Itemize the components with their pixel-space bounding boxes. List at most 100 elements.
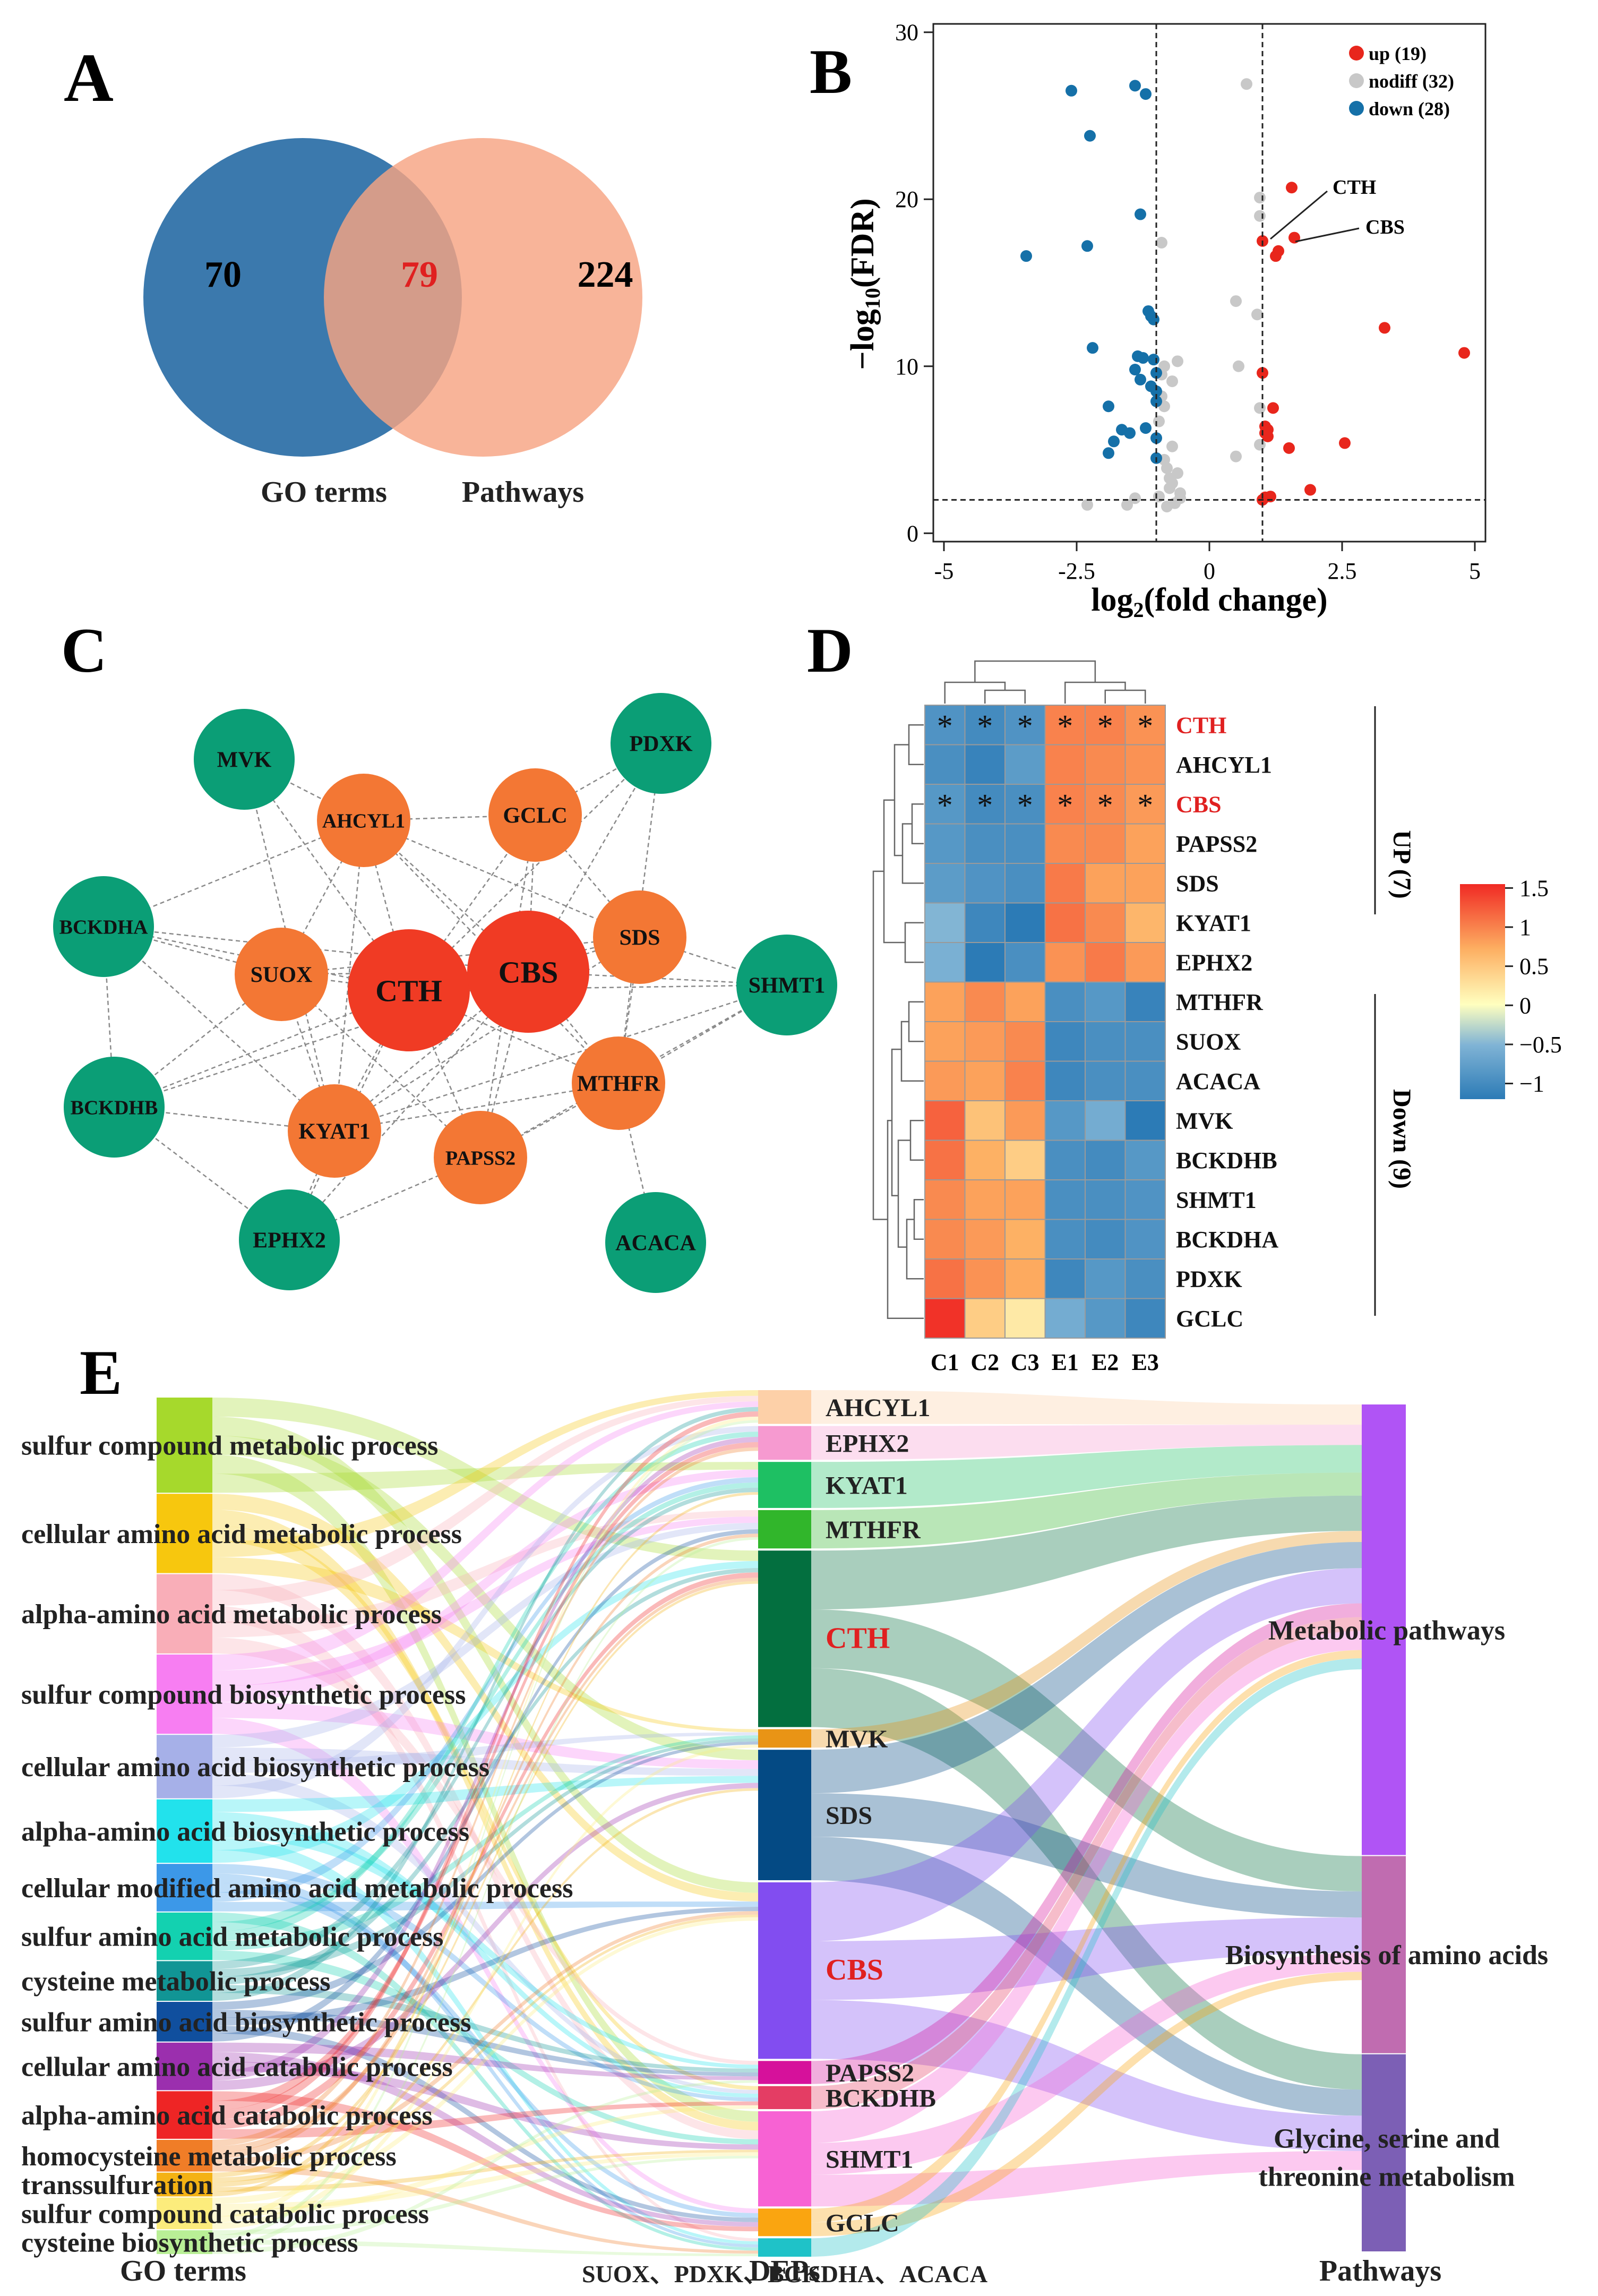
- heatmap-cell: [1085, 981, 1126, 1022]
- sankey-pathway-node: [1362, 1856, 1406, 2053]
- sankey-go-label: alpha-amino acid metabolic process: [21, 1599, 442, 1630]
- sankey-flow: [212, 2105, 758, 2217]
- sankey-dep-label: SDS: [826, 1802, 872, 1830]
- network-edge: [334, 1082, 619, 1132]
- sankey-flow: [212, 1864, 758, 2102]
- network-node-gclc: [488, 768, 582, 862]
- heatmap-cell: [964, 1140, 1006, 1180]
- sankey-flow: [811, 1972, 1362, 2237]
- sankey-flow: [811, 1603, 1362, 2084]
- venn-right-label: Pathways: [462, 476, 584, 509]
- significance-star: *: [977, 787, 993, 823]
- heatmap-cell: [1004, 902, 1046, 943]
- heatmap-cell: [1124, 1021, 1166, 1062]
- sankey-flow: [811, 1531, 1362, 1748]
- network-node-label: BCKDHA: [59, 916, 148, 938]
- heatmap-cell: [1004, 1021, 1046, 1062]
- row-dendrogram-branch: [887, 1120, 924, 1319]
- sankey-flow: [811, 2151, 1362, 2207]
- heatmap-cell: [1044, 1219, 1086, 1260]
- sankey-dep-node: [758, 2208, 811, 2237]
- sankey-flow: [212, 1462, 758, 1493]
- heatmap-cell: [924, 1021, 966, 1062]
- heatmap-cell: [1124, 1298, 1166, 1339]
- sankey-pathway-label: threonine metabolism: [1259, 2162, 1515, 2192]
- sankey-go-label: alpha-amino acid biosynthetic process: [21, 1817, 469, 1847]
- sankey-flow: [212, 1702, 758, 1769]
- network-node-suox: [235, 928, 328, 1021]
- sankey-go-label: cysteine metabolic process: [21, 1967, 330, 1997]
- sankey-axis-deps: DEPs: [749, 2255, 820, 2288]
- heatmap-cell: [1085, 823, 1126, 864]
- heatmap-dendrograms: [872, 660, 1146, 1319]
- volcano-point: [1148, 313, 1159, 325]
- sankey-flow: [212, 2155, 758, 2235]
- column-dendrogram-branch: [1104, 689, 1146, 704]
- network-node-label: SDS: [619, 926, 660, 950]
- network-node-label: CBS: [499, 955, 559, 989]
- heatmap-cell: [1085, 784, 1126, 825]
- volcano-thresholds: [933, 24, 1485, 542]
- network-edge: [334, 984, 787, 1132]
- heatmap-cell: [924, 942, 966, 983]
- sankey-flow: [811, 1425, 1362, 1460]
- sankey-go-node: [157, 2042, 212, 2091]
- heatmap-legend-ticks: 1.5 1 0.5 0 −0.5 −1: [1505, 875, 1562, 1097]
- panel-a: A 70 79 224 GO terms Pathways: [64, 40, 642, 509]
- network-edge: [114, 971, 529, 1108]
- sankey-dep-label: MVK: [826, 1725, 888, 1753]
- legend-down-dot: [1349, 101, 1364, 116]
- sankey-flow: [212, 1432, 758, 1941]
- heatmap-cell: [924, 784, 966, 825]
- sankey-dep-label: CTH: [826, 1622, 890, 1655]
- column-dendrogram-branch: [944, 681, 1006, 704]
- panel-label-a: A: [64, 40, 114, 116]
- sankey-flow: [212, 1718, 758, 2213]
- sankey-go-label: cellular modified amino acid metabolic p…: [21, 1873, 573, 1904]
- heatmap-cell: [1085, 1060, 1126, 1101]
- sankey-pathway-label: Glycine, serine and: [1274, 2123, 1500, 2154]
- heatmap-cell: [1124, 902, 1166, 943]
- heatmap-cell: [924, 981, 966, 1022]
- volcano-point: [1108, 435, 1120, 448]
- heatmap-cell: [1124, 784, 1166, 825]
- sankey-flow: [212, 1482, 758, 1932]
- volcano-point: [1081, 240, 1093, 252]
- heatmap-cell: [1085, 1219, 1126, 1260]
- sankey-go-label: cysteine biosynthetic process: [21, 2228, 358, 2258]
- significance-star: *: [1097, 708, 1113, 743]
- legend-up-text: up (19): [1369, 43, 1427, 64]
- heatmap-cell: [1044, 863, 1086, 904]
- volcano-point: [1254, 402, 1266, 414]
- heatmap-cell: [1085, 1298, 1126, 1339]
- heatmap-cell: [1004, 1219, 1046, 1260]
- heatmap-cell: [1124, 823, 1166, 864]
- volcano-point: [1270, 250, 1282, 262]
- volcano-point: [1172, 355, 1183, 367]
- sankey-dep-node: [758, 1750, 811, 1880]
- sankey-flow: [212, 1578, 758, 2153]
- row-dendrogram-branch: [904, 922, 924, 963]
- row-dendrogram-branch: [900, 1021, 924, 1082]
- volcano-point: [1103, 400, 1114, 413]
- sankey-flow: [212, 1824, 758, 2069]
- heatmap-cell: [1085, 1021, 1126, 1062]
- network-edge: [114, 974, 282, 1108]
- sankey-flow: [212, 2152, 758, 2211]
- network-node-label: KYAT1: [298, 1120, 370, 1144]
- venn-right-count: 224: [578, 254, 633, 295]
- volcano-point: [1124, 427, 1136, 439]
- volcano-point: [1251, 309, 1263, 321]
- sankey-go-label: sulfur amino acid biosynthetic process: [21, 2007, 471, 2037]
- heatmap-column-label: E1: [1052, 1349, 1079, 1375]
- sankey-flow: [212, 1776, 758, 1812]
- volcano-point: [1166, 440, 1178, 452]
- sankey-go-node: [157, 1494, 212, 1573]
- sankey-dep-node: [758, 2061, 811, 2084]
- heatmap-cell: [1004, 823, 1046, 864]
- volcano-point: [1379, 322, 1390, 334]
- heatmap-cell: [1124, 1219, 1166, 1260]
- network-node-label: PDXK: [630, 732, 693, 757]
- sankey-go-label: sulfur compound metabolic process: [21, 1431, 438, 1461]
- sankey-flow: [212, 1783, 758, 2091]
